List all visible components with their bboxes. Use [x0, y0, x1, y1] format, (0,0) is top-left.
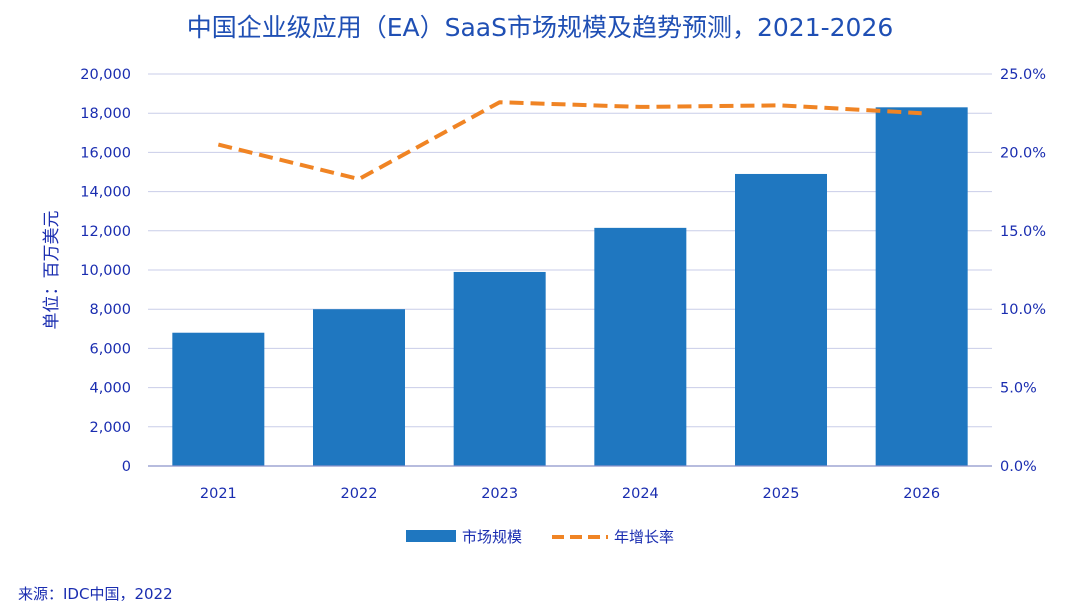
y-tick-label: 0: [122, 459, 131, 475]
legend-bar-label: 市场规模: [462, 528, 522, 546]
x-tick-label: 2024: [622, 486, 659, 502]
y-tick-label: 16,000: [80, 145, 131, 161]
y2-tick-label: 10.0%: [1000, 302, 1046, 318]
tick-labels: 20,000 18,000 16,000 14,000 12,000 10,000 8,00…: [80, 67, 1046, 502]
growth-line: [217, 100, 922, 182]
x-tick-label: 2021: [200, 486, 237, 502]
x-tick-label: 2022: [341, 486, 378, 502]
bar: [172, 332, 265, 466]
bars: [172, 107, 968, 466]
y-tick-label: 6,000: [89, 341, 131, 357]
legend-bar-swatch: [406, 530, 456, 542]
bar: [875, 107, 968, 466]
x-tick-label: 2023: [481, 486, 518, 502]
y-tick-label: 20,000: [80, 67, 131, 83]
y2-tick-label: 5.0%: [1000, 381, 1037, 397]
y-tick-label: 12,000: [80, 224, 131, 240]
source-note: 来源：IDC中国，2022: [18, 585, 173, 603]
y-tick-label: 10,000: [80, 263, 131, 279]
bar: [594, 227, 687, 466]
y-axis-label: 单位：百万美元: [42, 211, 62, 330]
y-tick-label: 2,000: [89, 420, 131, 436]
bar: [453, 271, 546, 466]
y-tick-label: 8,000: [89, 302, 131, 318]
y2-tick-label: 25.0%: [1000, 67, 1046, 83]
y-tick-label: 18,000: [80, 106, 131, 122]
y2-tick-label: 20.0%: [1000, 145, 1046, 161]
x-tick-label: 2026: [903, 486, 940, 502]
y2-tick-label: 15.0%: [1000, 224, 1046, 240]
growth-rate-line: [217, 100, 922, 182]
legend-line-label: 年增长率: [614, 528, 674, 546]
y-tick-label: 4,000: [89, 381, 131, 397]
y2-tick-label: 0.0%: [1000, 459, 1037, 475]
chart-title: 中国企业级应用（EA）SaaS市场规模及趋势预测，2021-2026: [187, 13, 894, 42]
gridlines: [148, 73, 992, 428]
bar: [313, 309, 405, 466]
bar: [735, 173, 827, 466]
x-tick-label: 2025: [763, 486, 800, 502]
legend: 市场规模 年增长率: [406, 528, 674, 546]
y-tick-label: 14,000: [80, 185, 131, 201]
